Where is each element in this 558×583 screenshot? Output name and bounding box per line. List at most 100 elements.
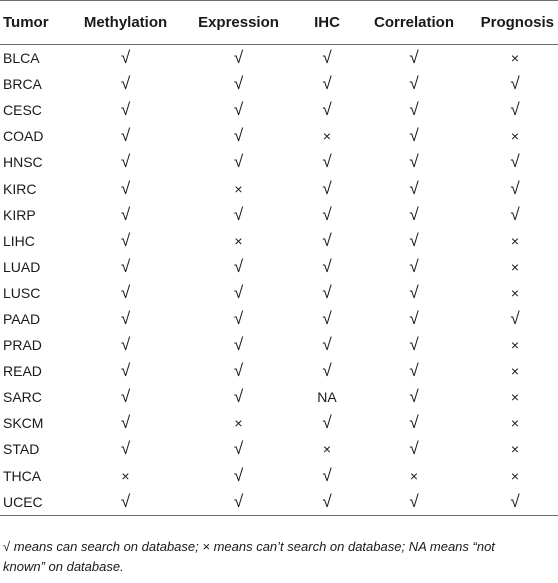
cross-mark: ×: [510, 50, 520, 67]
na-label: NA: [317, 389, 337, 406]
table-row: KIRC √ × √ √ √: [0, 175, 558, 201]
header-tumor: Tumor: [0, 0, 72, 45]
header-ihc: IHC: [298, 0, 356, 45]
check-mark: √: [233, 204, 244, 224]
check-mark: √: [322, 178, 332, 198]
cell-expression: √: [179, 97, 298, 123]
check-mark: √: [322, 100, 332, 120]
check-mark: √: [409, 308, 419, 328]
check-mark: √: [322, 465, 332, 485]
cell-methylation: ×: [72, 463, 179, 489]
cross-mark: ×: [510, 389, 520, 406]
cell-correlation: √: [356, 436, 472, 462]
cell-tumor: BRCA: [3, 76, 42, 93]
cell-ihc: √: [298, 410, 356, 436]
cell-tumor: SARC: [3, 389, 42, 406]
cell-prognosis: ×: [472, 123, 558, 149]
cell-ihc: √: [298, 149, 356, 175]
check-mark: √: [120, 439, 131, 459]
check-mark: √: [233, 256, 244, 276]
check-mark: √: [233, 335, 244, 355]
table-row: SKCM √ × √ √ ×: [0, 410, 558, 436]
cell-methylation: √: [72, 202, 179, 228]
check-mark: √: [409, 178, 419, 198]
cell-expression: √: [179, 45, 298, 72]
cell-expression: √: [179, 332, 298, 358]
cross-mark: ×: [510, 415, 520, 432]
cell-tumor: COAD: [3, 128, 44, 145]
check-mark: √: [233, 439, 244, 459]
cell-methylation: √: [72, 410, 179, 436]
check-mark: √: [233, 387, 244, 407]
cell-methylation: √: [72, 384, 179, 410]
cell-expression: √: [179, 202, 298, 228]
table-row: READ √ √ √ √ ×: [0, 358, 558, 384]
check-mark: √: [409, 335, 419, 355]
table-row: PAAD √ √ √ √ √: [0, 306, 558, 332]
check-mark: √: [409, 100, 419, 120]
check-mark: √: [322, 413, 332, 433]
check-mark: √: [322, 152, 332, 172]
cell-methylation: √: [72, 175, 179, 201]
check-mark: √: [233, 100, 244, 120]
cell-expression: √: [179, 306, 298, 332]
cell-correlation: √: [356, 254, 472, 280]
check-mark: √: [409, 413, 419, 433]
check-mark: √: [233, 308, 244, 328]
table-row: STAD √ √ × √ ×: [0, 436, 558, 462]
table-row: SARC √ √ NA √ ×: [0, 384, 558, 410]
check-mark: √: [120, 126, 131, 146]
check-mark: √: [322, 48, 332, 68]
check-mark: √: [510, 204, 520, 224]
check-mark: √: [510, 74, 520, 94]
cell-prognosis: ×: [472, 463, 558, 489]
cell-prognosis: √: [472, 149, 558, 175]
cell-methylation: √: [72, 228, 179, 254]
cell-tumor: KIRC: [3, 180, 37, 197]
cell-correlation: √: [356, 280, 472, 306]
table-row: PRAD √ √ √ √ ×: [0, 332, 558, 358]
cell-tumor: LUAD: [3, 258, 41, 275]
check-mark: √: [233, 48, 244, 68]
cross-mark: ×: [510, 363, 520, 380]
cell-ihc: √: [298, 71, 356, 97]
cell-tumor: READ: [3, 363, 42, 380]
cell-ihc: √: [298, 332, 356, 358]
table-row: LUAD √ √ √ √ ×: [0, 254, 558, 280]
check-mark: √: [409, 439, 419, 459]
cell-tumor: PRAD: [3, 337, 42, 354]
check-mark: √: [409, 256, 419, 276]
check-mark: √: [510, 178, 520, 198]
check-mark: √: [120, 48, 131, 68]
table-row: CESC √ √ √ √ √: [0, 97, 558, 123]
cell-expression: √: [179, 280, 298, 306]
cell-expression: ×: [179, 228, 298, 254]
check-mark: √: [120, 204, 131, 224]
cell-correlation: √: [356, 71, 472, 97]
cell-prognosis: √: [472, 175, 558, 201]
cell-ihc: √: [298, 175, 356, 201]
footnote-line-1: √ means can search on database; × means …: [3, 539, 495, 554]
cell-ihc: √: [298, 488, 356, 516]
cell-ihc: √: [298, 306, 356, 332]
check-mark: √: [322, 204, 332, 224]
cell-methylation: √: [72, 358, 179, 384]
cross-mark: ×: [510, 284, 520, 301]
cell-prognosis: ×: [472, 280, 558, 306]
check-mark: √: [322, 335, 332, 355]
cross-mark: ×: [234, 232, 243, 249]
header-correlation: Correlation: [356, 0, 472, 45]
cell-ihc: √: [298, 254, 356, 280]
cell-correlation: √: [356, 97, 472, 123]
cell-prognosis: ×: [472, 332, 558, 358]
check-mark: √: [409, 152, 419, 172]
check-mark: √: [120, 413, 131, 433]
cell-correlation: √: [356, 358, 472, 384]
cell-expression: ×: [179, 175, 298, 201]
check-mark: √: [233, 152, 244, 172]
check-mark: √: [510, 308, 520, 328]
table-row: LUSC √ √ √ √ ×: [0, 280, 558, 306]
cell-methylation: √: [72, 254, 179, 280]
cell-correlation: √: [356, 306, 472, 332]
check-mark: √: [120, 387, 131, 407]
